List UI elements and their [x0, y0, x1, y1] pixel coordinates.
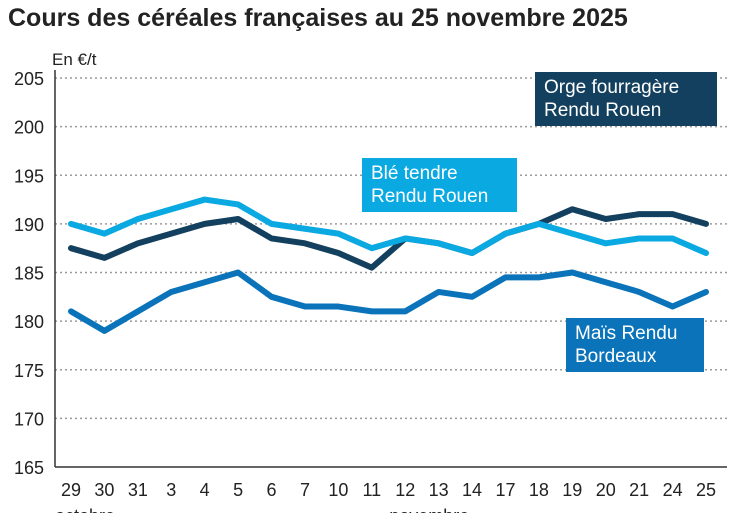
x-tick-label: 31 [128, 480, 148, 500]
y-tick-label: 200 [14, 118, 44, 138]
x-tick-label: 10 [328, 480, 348, 500]
x-tick-label: 14 [462, 480, 482, 500]
series-line-orge [68, 206, 709, 271]
legend-label-ble: Blé tendre Rendu Rouen [362, 158, 517, 212]
y-tick-label: 170 [14, 409, 44, 429]
x-tick-label: 24 [663, 480, 683, 500]
x-tick-label: 17 [495, 480, 515, 500]
legend-label-orge: Orge fourragère Rendu Rouen [535, 72, 717, 126]
y-tick-label: 175 [14, 361, 44, 381]
y-tick-label: 165 [14, 458, 44, 478]
x-tick-label: 12 [395, 480, 415, 500]
x-tick-label: 5 [233, 480, 243, 500]
y-tick-label: 190 [14, 215, 44, 235]
y-tick-label: 195 [14, 166, 44, 186]
series-line-ble [68, 196, 709, 257]
y-tick-label: 180 [14, 312, 44, 332]
x-tick-label: 13 [429, 480, 449, 500]
series-line-mais [68, 269, 709, 334]
x-tick-label: 30 [94, 480, 114, 500]
month-label: octobre [55, 506, 115, 513]
y-axis-label: En €/t [52, 50, 97, 69]
y-tick-label: 205 [14, 69, 44, 89]
x-tick-label: 19 [562, 480, 582, 500]
legend-label-mais: Maïs Rendu Bordeaux [566, 318, 704, 372]
x-tick-label: 18 [529, 480, 549, 500]
x-tick-label: 7 [300, 480, 310, 500]
x-tick-label: 25 [696, 480, 716, 500]
month-label: novembre [389, 506, 469, 513]
x-tick-label: 6 [267, 480, 277, 500]
x-tick-label: 11 [362, 480, 381, 500]
x-tick-label: 3 [166, 480, 176, 500]
x-tick-label: 4 [200, 480, 210, 500]
x-tick-label: 29 [61, 480, 81, 500]
x-tick-label: 21 [629, 480, 649, 500]
x-tick-label: 20 [596, 480, 616, 500]
y-tick-label: 185 [14, 264, 44, 284]
chart-title: Cours des céréales françaises au 25 nove… [8, 4, 628, 32]
